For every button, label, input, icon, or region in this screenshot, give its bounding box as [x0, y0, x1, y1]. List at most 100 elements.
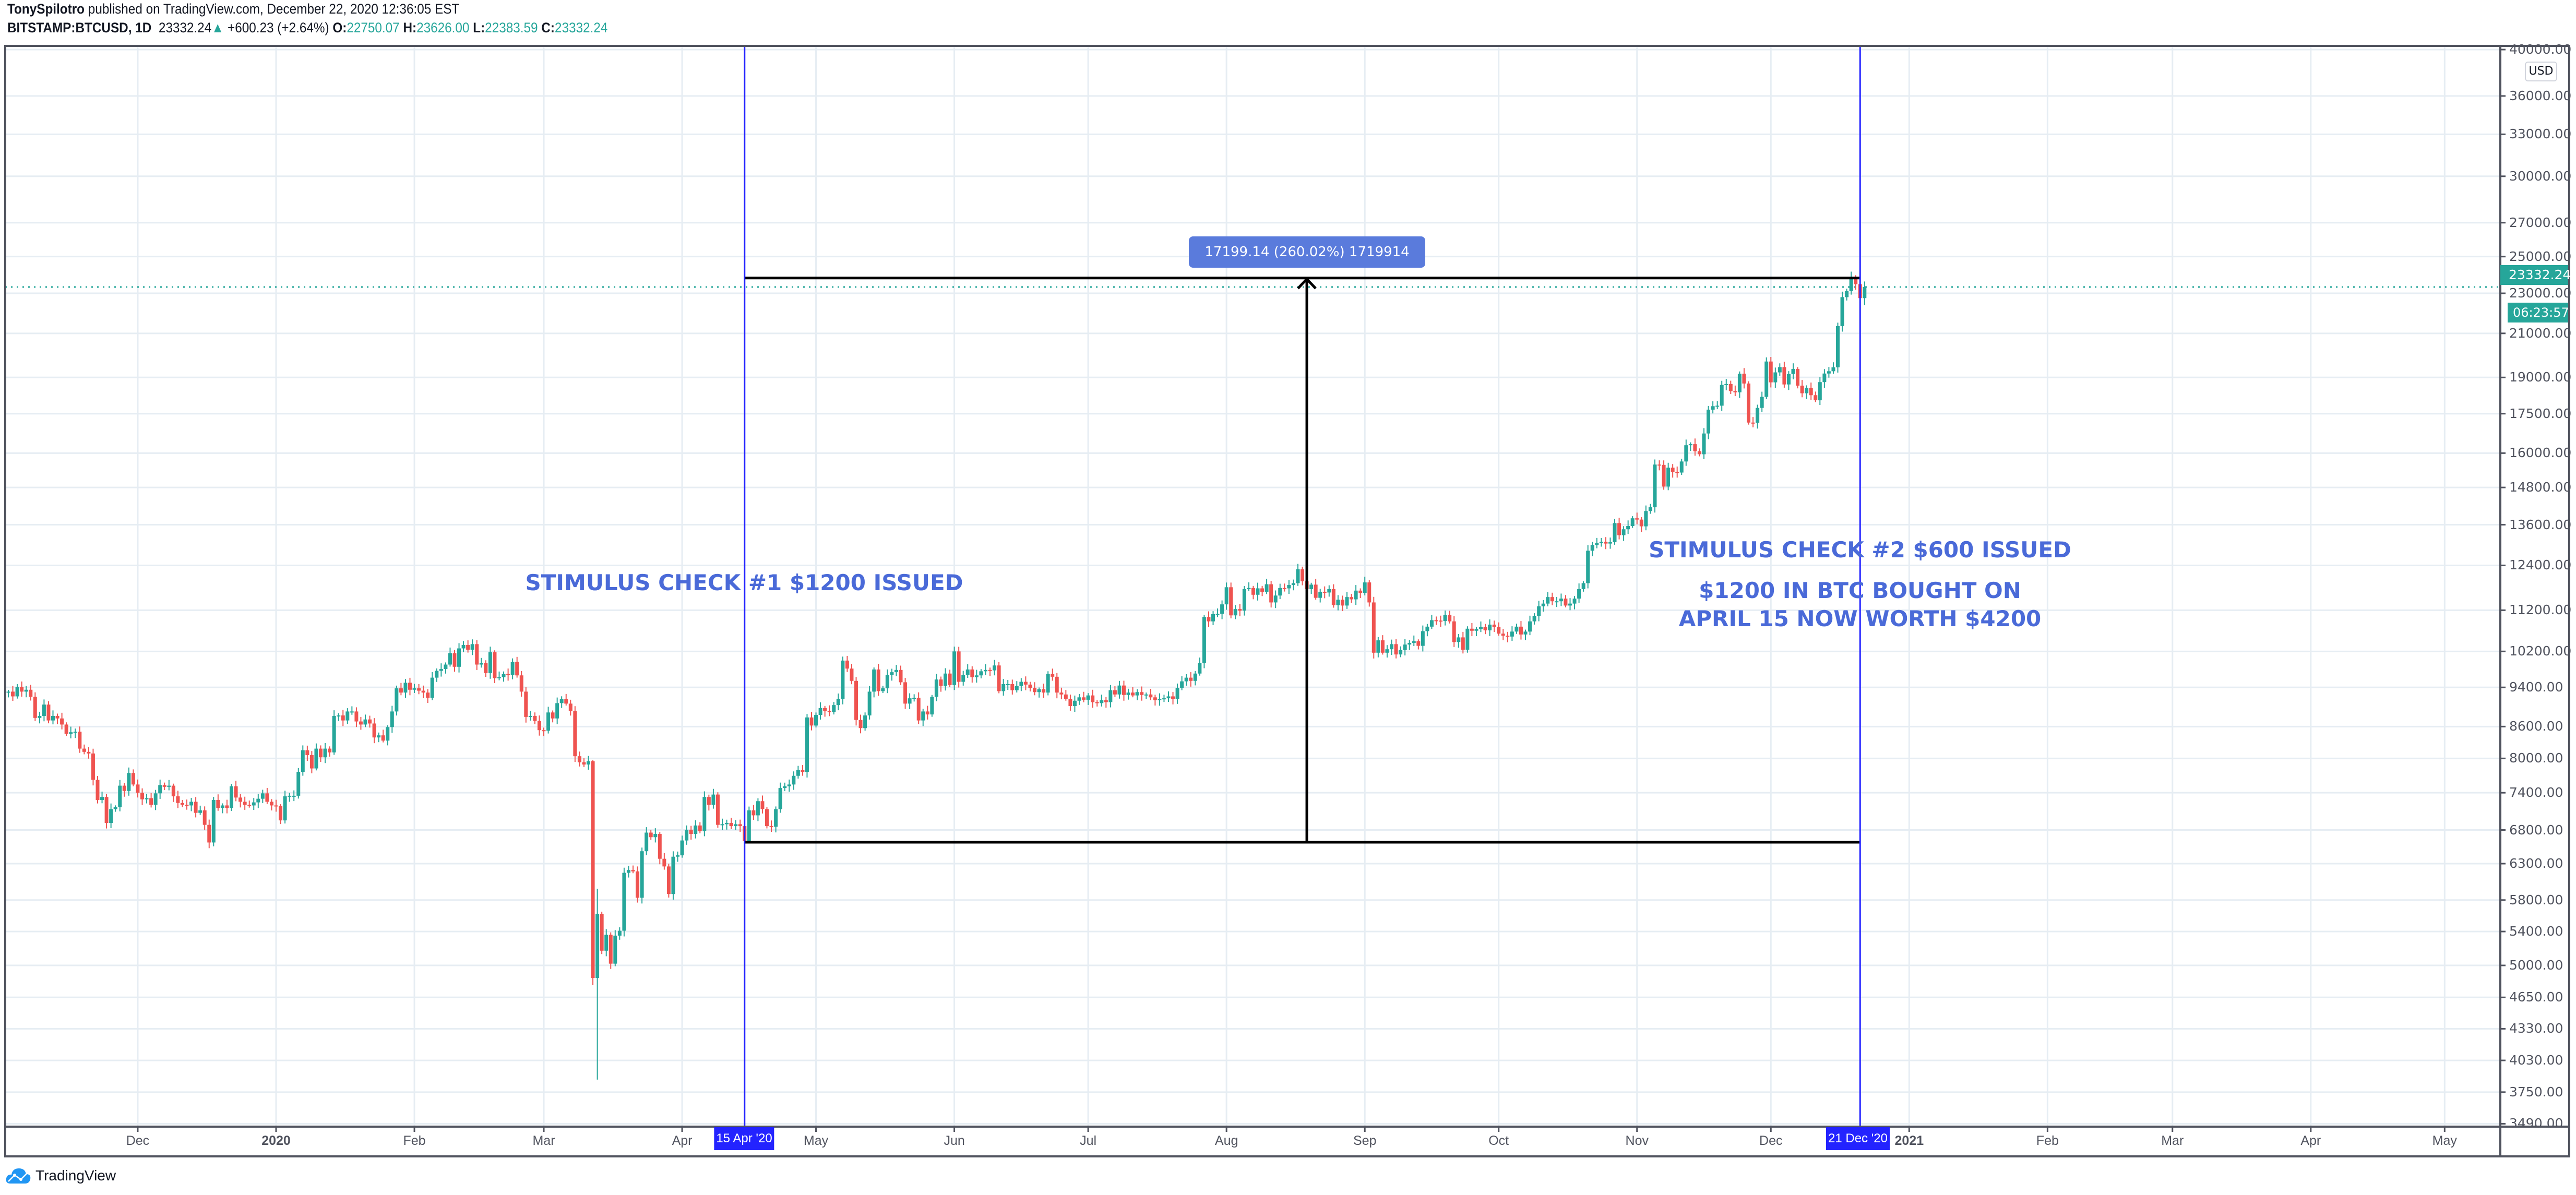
- candle-body: [1072, 700, 1077, 707]
- candle-body: [1318, 591, 1322, 598]
- candle-body: [1644, 511, 1648, 527]
- candle: [301, 745, 305, 776]
- candle-body: [435, 671, 439, 678]
- note-stimulus-2[interactable]: STIMULUS CHECK #2 $600 ISSUED: [1649, 537, 2071, 563]
- candle: [1269, 581, 1273, 608]
- currency-badge[interactable]: USD: [2525, 62, 2557, 81]
- candle-body: [202, 810, 207, 825]
- candle-body: [1457, 637, 1461, 642]
- candle-body: [867, 691, 872, 716]
- candle: [1684, 439, 1688, 466]
- candle-body: [1474, 629, 1478, 631]
- candle: [738, 819, 742, 832]
- candle-body: [430, 677, 434, 698]
- candle-body: [381, 735, 385, 741]
- candle: [809, 712, 814, 731]
- price-tick-label: 27000.00: [2509, 214, 2572, 230]
- candle: [1082, 691, 1086, 702]
- author-name[interactable]: TonySpilotro: [7, 1, 85, 17]
- candle: [640, 847, 644, 904]
- note-btc-worth-line2[interactable]: APRIL 15 NOW WORTH $4200: [1678, 606, 2042, 631]
- candle-body: [69, 732, 73, 734]
- candle: [1572, 596, 1577, 610]
- candle-body: [33, 697, 37, 718]
- candle: [1675, 467, 1679, 478]
- candle: [1702, 428, 1706, 459]
- candle-body: [1380, 640, 1385, 653]
- candle-body: [1537, 606, 1541, 616]
- candle: [1559, 593, 1563, 606]
- measure-label[interactable]: 17199.14 (260.02%) 1719914: [1189, 236, 1426, 268]
- candle-body: [568, 703, 573, 711]
- candle: [1514, 624, 1519, 634]
- candle-body: [127, 773, 131, 791]
- candle-body: [1555, 601, 1559, 603]
- open-value: 22750.07: [347, 20, 400, 35]
- candle: [778, 782, 782, 813]
- tradingview-logo[interactable]: TradingView: [5, 1167, 116, 1185]
- candle-body: [720, 824, 724, 826]
- candle: [176, 791, 180, 808]
- candle: [1425, 624, 1429, 637]
- candle: [1679, 459, 1684, 475]
- candle: [136, 779, 140, 798]
- candle: [1296, 564, 1300, 586]
- candle-body: [1492, 624, 1496, 627]
- candle: [91, 748, 95, 786]
- candle: [1769, 356, 1773, 388]
- candle-body: [1171, 696, 1175, 699]
- candle: [1461, 631, 1465, 654]
- candle: [617, 927, 622, 940]
- candle-body: [1126, 692, 1130, 695]
- candle-body: [756, 801, 760, 816]
- chart-frame: [4, 45, 2570, 1157]
- candle: [38, 711, 42, 724]
- candle-body: [1559, 599, 1563, 602]
- candle: [1077, 694, 1081, 705]
- candle-body: [51, 715, 55, 721]
- candle-body: [783, 786, 787, 788]
- candle: [600, 912, 604, 954]
- candle-body: [1439, 620, 1443, 622]
- candle-body: [769, 826, 773, 828]
- candle: [1599, 537, 1603, 547]
- candle-body: [145, 798, 149, 799]
- candle: [925, 706, 929, 720]
- candle: [359, 716, 363, 730]
- candle-body: [774, 809, 778, 827]
- candle: [653, 828, 658, 843]
- candle: [1042, 684, 1046, 698]
- candle-body: [631, 870, 635, 871]
- candle: [1707, 405, 1711, 439]
- candle-body: [609, 935, 613, 964]
- change-value: +600.23 (+2.64%): [228, 20, 329, 35]
- candle-body: [296, 772, 301, 796]
- candle: [568, 699, 573, 716]
- candle: [1532, 613, 1536, 625]
- candle-body: [715, 794, 720, 825]
- candle: [1483, 624, 1487, 635]
- candle-body: [1287, 585, 1291, 589]
- candle-body: [461, 644, 466, 649]
- candle-body: [778, 788, 782, 809]
- candle: [1046, 671, 1050, 696]
- candle-body: [1399, 650, 1403, 655]
- candle: [792, 771, 796, 790]
- candle: [676, 851, 679, 862]
- candle-body: [1608, 542, 1612, 544]
- candle: [448, 647, 452, 667]
- candle: [1072, 695, 1077, 712]
- candle: [1452, 616, 1456, 647]
- note-stimulus-1[interactable]: STIMULUS CHECK #1 $1200 ISSUED: [525, 570, 963, 595]
- candle-body: [872, 669, 876, 692]
- candle-body: [1042, 689, 1046, 693]
- price-tick-label: 5000.00: [2509, 958, 2563, 973]
- time-tick-label: Apr: [672, 1133, 693, 1148]
- candle: [1095, 700, 1099, 707]
- candle-body: [1568, 603, 1572, 606]
- candle-body: [167, 785, 171, 787]
- note-btc-worth-line1[interactable]: $1200 IN BTC BOUGHT ON: [1699, 578, 2021, 603]
- candle: [328, 746, 332, 757]
- candle: [1322, 586, 1327, 599]
